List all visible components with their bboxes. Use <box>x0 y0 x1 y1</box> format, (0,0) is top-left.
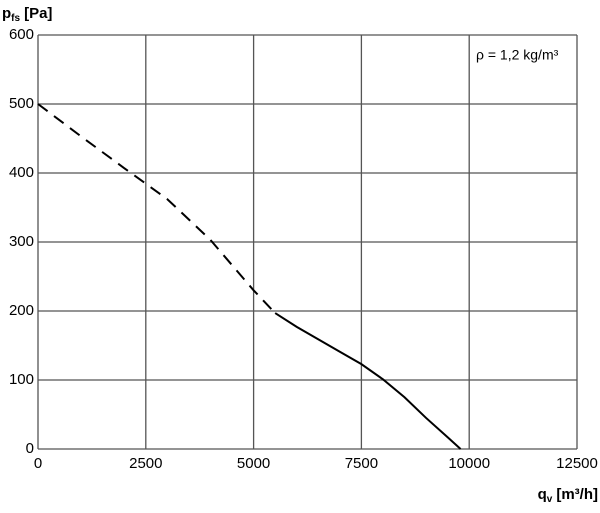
line-series <box>274 312 462 450</box>
y-axis-label: pfs [Pa] <box>2 5 52 24</box>
y-tick-label: 500 <box>9 95 34 112</box>
y-tick-label: 100 <box>9 371 34 388</box>
x-label-subscript: v <box>547 494 553 505</box>
x-tick-label: 5000 <box>237 455 270 472</box>
x-tick-label: 7500 <box>345 455 378 472</box>
y-label-unit: [Pa] <box>24 5 52 22</box>
line-series <box>37 103 276 314</box>
y-tick-label: 200 <box>9 302 34 319</box>
x-axis-label: qv [m³/h] <box>538 486 598 505</box>
y-tick-label: 400 <box>9 164 34 181</box>
y-tick-label: 600 <box>9 26 34 43</box>
x-tick-label: 2500 <box>129 455 162 472</box>
x-tick-label: 0 <box>34 455 42 472</box>
annotation: ρ = 1,2 kg/m³ <box>476 47 559 63</box>
x-label-symbol: q <box>538 486 547 503</box>
y-label-symbol: p <box>2 5 11 22</box>
y-tick-label: 0 <box>26 440 34 457</box>
y-label-subscript: fs <box>11 13 20 24</box>
x-label-unit: [m³/h] <box>556 486 598 503</box>
x-tick-label: 12500 <box>556 455 598 472</box>
x-tick-label: 10000 <box>448 455 490 472</box>
y-tick-label: 300 <box>9 233 34 250</box>
